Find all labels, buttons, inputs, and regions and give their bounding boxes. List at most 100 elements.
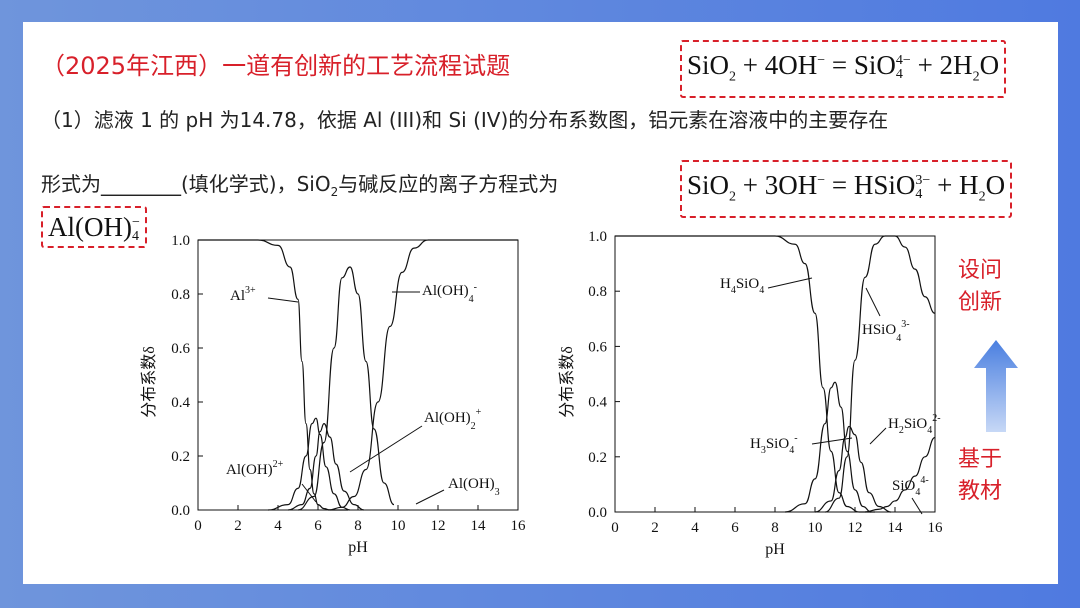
eq-sub: 4 [915,186,923,202]
al-label-aloh3: Al(OH)3 [448,476,500,498]
si-plot-frame [614,235,936,513]
al-annotations: Al3+ Al(OH)4- Al(OH)2+ Al(OH)2+ Al(OH)3 [226,282,500,505]
al-y-tick-label: 0.4 [171,395,190,411]
al-label-aloh2plus: Al(OH)2+ [424,407,482,432]
si-y-tick-label: 0.0 [588,505,607,521]
slide-title: （2025年江西）一道有创新的工艺流程试题 [41,52,511,80]
si-x-tick-label: 6 [731,520,739,536]
si-x-tick-label: 0 [611,520,619,536]
note-textbook-based: 基于 教材 [958,444,1002,508]
answer-sup: − [131,214,140,230]
al-label-aloh4: Al(OH)4- [422,282,477,305]
si-x-tick-label: 10 [808,520,823,536]
si-series-line-3 [814,425,892,513]
equation-box-sio4: SiO2 + 4OH− = SiO 4− 4 + 2H2O [680,40,1007,99]
si-label-sub: 4 [915,487,920,498]
eq-sup: − [817,173,826,188]
al-leader-aloh2plus [349,425,423,473]
question-line-2: 形式为________(填化学式)，SiO2与碱反应的离子方程式为 [41,168,558,199]
al-label-aloh2plus-di: Al(OH)2+ [226,459,284,478]
al-y-tick-label: 0.8 [171,287,190,303]
eq-text: + 4OH [736,50,818,80]
answer-blank: ________ [101,172,181,196]
question-line-1: （1）滤液 1 的 pH 为14.78，依据 Al (III)和 Si (IV)… [41,108,889,132]
al-label-sup: - [474,282,477,293]
si-x-tick-label: 14 [888,520,904,536]
eq-sub: 2 [729,189,737,205]
al-y-tick-label: 0.6 [171,341,190,357]
al-label-sup: 3+ [245,285,256,296]
eq-sub: 2 [972,69,980,85]
eq-text: + 2H [910,50,973,80]
si-label-sup: - [794,433,797,444]
al-series-line-3 [297,266,395,511]
si-x-tick-label: 16 [928,520,944,536]
slide-canvas: （2025年江西）一道有创新的工艺流程试题 （1）滤液 1 的 pH 为14.7… [23,22,1058,584]
eq-charge-stack: 4− 4 [895,52,911,82]
question-subscript: 2 [330,185,339,199]
al-y-axis-label: 分布系数δ [140,346,158,418]
al-leader-aloh2plus-di [301,483,317,503]
si-label-h4sio4: H4SiO4 [720,276,764,296]
al-y-tick-label: 0.2 [171,449,190,465]
si-label-h3sio4: H3SiO4- [750,433,798,456]
si-series [615,235,936,513]
eq-text: = HSiO [825,170,916,200]
si-label-hsio4: HSiO43- [862,319,910,344]
si-leader-h2sio4 [869,427,887,445]
eq-sub: 2 [729,69,737,85]
si-x-tick-label: 2 [651,520,659,536]
al-x-tick-label: 6 [314,518,322,534]
eq-text: SiO [687,170,730,200]
al-label-sub: 2 [471,421,476,432]
si-y-tick-label: 0.6 [588,339,607,355]
si-label-sub: 4 [927,425,932,436]
al-label-sub: 4 [469,294,474,305]
al-series-line-2 [287,422,365,511]
si-leader-hsio4 [865,287,881,317]
note-top-line-1: 设问 [958,258,1003,283]
eq-sub: 2 [978,189,986,205]
answer-charge-stack: −4 [131,214,140,244]
si-series-line-4 [864,436,936,513]
al-leader-aloh3 [415,489,445,505]
answer-text: Al(OH) [48,212,132,242]
si-label-sup: 4- [920,475,928,486]
si-label-h2sio4: H2SiO42- [888,413,941,436]
si-y-tick-label: 1.0 [588,229,607,245]
al-label-sub: 3 [495,487,500,498]
al-distribution-chart: 0 2 4 6 8 10 12 14 16 0.0 0.2 0.4 0.6 0.8 1.0 pH 分布系数δ… [140,233,526,556]
si-series-line-2 [824,235,936,513]
al-x-axis-label: pH [348,539,368,556]
si-annotations: H4SiO4 HSiO43- H3SiO4- H2SiO42- SiO44- [720,276,941,515]
al-series-line-4 [327,239,518,511]
si-leader-sio4 [911,497,923,515]
si-y-axis-label: 分布系数δ [558,346,576,418]
al-series [198,239,518,511]
al-x-tick-label: 4 [274,518,282,534]
si-label-text: SiO [904,416,928,432]
note-bottom-line-2: 教材 [958,479,1003,504]
up-arrow-icon [974,340,1018,432]
eq-charge-stack: 3− 4 [915,172,931,202]
al-y-tick-label: 1.0 [171,233,190,249]
answer-sub: 4 [131,228,139,244]
eq-text: + H [930,170,979,200]
eq-sup: 4− [895,52,911,68]
al-x-tick-label: 0 [194,518,202,534]
si-label-sub: 2 [899,425,904,436]
eq-sup: 3− [915,172,931,188]
eq-sup: − [817,53,826,68]
si-distribution-chart: 0 2 4 6 8 10 12 14 16 0.0 0.2 0.4 0.6 0.8 1.0 pH 分布系数δ… [558,229,944,558]
si-label-text: SiO [736,276,760,292]
si-label-sub: 4 [896,333,901,344]
al-label-sup: + [476,407,482,418]
si-label-sup: 3- [901,319,909,330]
question-text-c: 与碱反应的离子方程式为 [338,172,559,196]
al-x-tick-label: 12 [431,518,446,534]
si-series-line-0 [615,235,875,513]
note-top-line-2: 创新 [958,290,1003,315]
si-label-sub: 4 [731,285,736,296]
note-question-innovation: 设问 创新 [958,255,1002,319]
al-series-line-1 [267,417,351,511]
